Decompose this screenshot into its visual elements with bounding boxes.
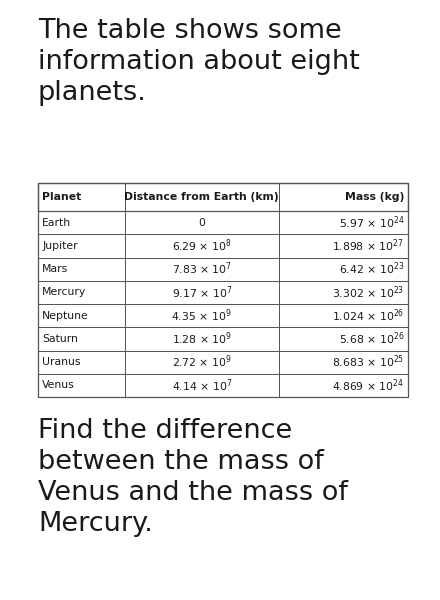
Text: 3.302 × 10$^{23}$: 3.302 × 10$^{23}$	[332, 284, 404, 301]
Bar	[125, 211, 279, 234]
Bar	[38, 257, 125, 281]
Bar	[279, 304, 408, 327]
Bar	[279, 350, 408, 374]
Text: Mars: Mars	[42, 264, 68, 274]
Bar	[38, 183, 408, 211]
Bar	[125, 350, 279, 374]
Text: Jupiter: Jupiter	[42, 241, 77, 251]
Text: Mass (kg): Mass (kg)	[345, 192, 404, 202]
Bar	[38, 211, 125, 234]
Bar	[38, 304, 125, 327]
Text: Uranus: Uranus	[42, 357, 81, 367]
Bar	[279, 374, 408, 397]
Text: 4.14 × 10$^{7}$: 4.14 × 10$^{7}$	[172, 377, 232, 394]
Text: Mercury: Mercury	[42, 287, 86, 298]
Text: 6.29 × 10$^{8}$: 6.29 × 10$^{8}$	[172, 238, 231, 254]
Bar	[125, 183, 279, 211]
Bar	[125, 257, 279, 281]
Text: 4.35 × 10$^{9}$: 4.35 × 10$^{9}$	[172, 307, 232, 324]
Text: 1.898 × 10$^{27}$: 1.898 × 10$^{27}$	[332, 238, 404, 254]
Text: 7.83 × 10$^{7}$: 7.83 × 10$^{7}$	[172, 261, 232, 277]
Bar	[38, 374, 125, 397]
Bar	[279, 183, 408, 211]
Bar	[279, 234, 408, 257]
Text: 4.869 × 10$^{24}$: 4.869 × 10$^{24}$	[332, 377, 404, 394]
Text: Find the difference
between the mass of
Venus and the mass of
Mercury.: Find the difference between the mass of …	[38, 418, 348, 537]
Bar	[279, 327, 408, 350]
Bar	[38, 327, 125, 350]
Text: 1.024 × 10$^{26}$: 1.024 × 10$^{26}$	[332, 307, 404, 324]
Text: 2.72 × 10$^{9}$: 2.72 × 10$^{9}$	[172, 354, 231, 370]
Text: 0: 0	[198, 218, 205, 227]
Text: Neptune: Neptune	[42, 311, 89, 320]
Text: The table shows some
information about eight
planets.: The table shows some information about e…	[38, 18, 360, 106]
Text: Distance from Earth (km): Distance from Earth (km)	[125, 192, 279, 202]
Text: 5.97 × 10$^{24}$: 5.97 × 10$^{24}$	[339, 214, 404, 231]
Bar	[38, 183, 125, 211]
Text: Planet: Planet	[42, 192, 81, 202]
Bar	[38, 234, 125, 257]
Text: Earth: Earth	[42, 218, 71, 227]
Text: 5.68 × 10$^{26}$: 5.68 × 10$^{26}$	[339, 331, 404, 347]
Text: 1.28 × 10$^{9}$: 1.28 × 10$^{9}$	[172, 331, 232, 347]
Bar	[125, 327, 279, 350]
Bar	[38, 281, 125, 304]
Bar	[125, 374, 279, 397]
Text: 9.17 × 10$^{7}$: 9.17 × 10$^{7}$	[172, 284, 232, 301]
Text: Saturn: Saturn	[42, 334, 78, 344]
Text: 6.42 × 10$^{23}$: 6.42 × 10$^{23}$	[339, 261, 404, 277]
Bar	[279, 257, 408, 281]
Bar	[279, 211, 408, 234]
Text: Venus: Venus	[42, 380, 75, 391]
Text: 8.683 × 10$^{25}$: 8.683 × 10$^{25}$	[332, 354, 404, 370]
Bar	[125, 234, 279, 257]
Bar	[38, 350, 125, 374]
Bar	[279, 281, 408, 304]
Bar	[125, 304, 279, 327]
Bar	[38, 183, 408, 397]
Bar	[125, 281, 279, 304]
